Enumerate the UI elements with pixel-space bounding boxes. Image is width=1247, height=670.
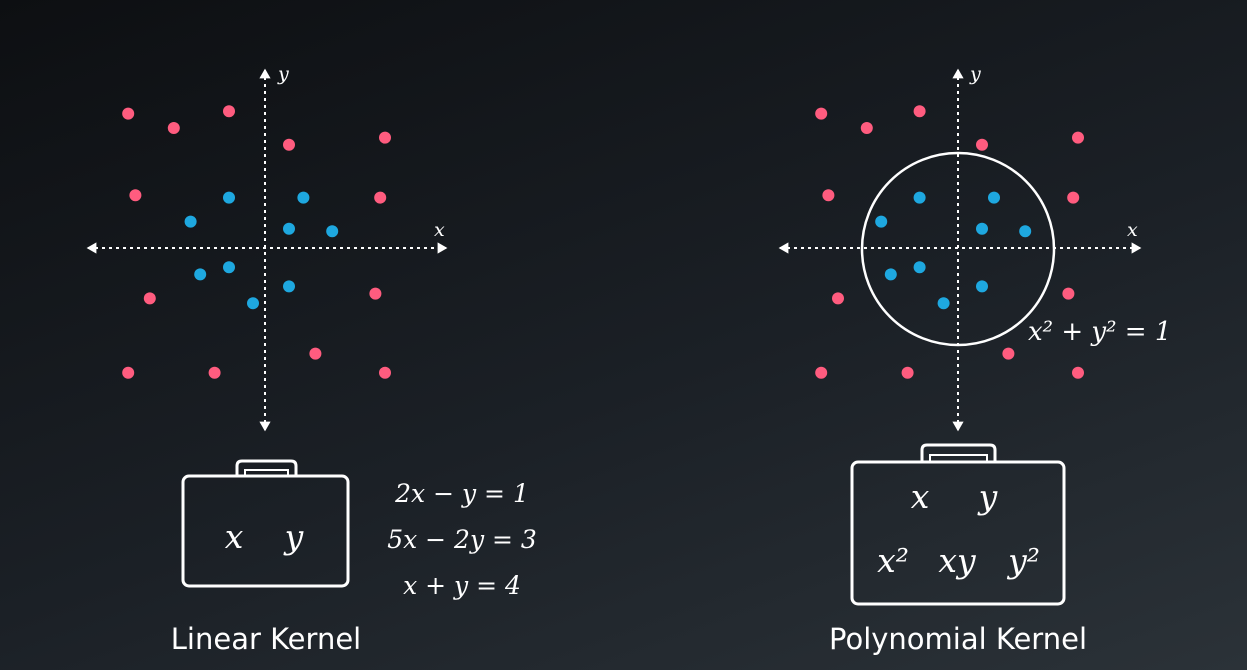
poly-box-var-y: y	[977, 477, 998, 516]
poly-inner-point-1	[913, 191, 926, 204]
linear-outer-point-11	[122, 366, 135, 379]
linear-points	[122, 105, 391, 379]
linear-y-label: y	[277, 63, 289, 85]
linear-outer-point-9	[369, 287, 382, 300]
linear-inner-point-1	[223, 191, 235, 204]
poly-outer-point-3	[913, 105, 926, 118]
linear-equation-3: x + y = 4	[403, 571, 521, 600]
poly-box-var-y-squared: y²	[1006, 541, 1040, 580]
linear-outer-point-10	[309, 347, 322, 360]
linear-inner-point-2	[297, 191, 310, 204]
linear-inner-point-4	[283, 222, 295, 235]
linear-inner-point-8	[283, 280, 295, 293]
linear-outer-point-8	[143, 292, 156, 305]
poly-inner-point-9	[937, 297, 950, 310]
poly-outer-point-1	[815, 107, 828, 120]
poly-outer-point-8	[832, 292, 844, 305]
linear-inner-point-9	[247, 297, 259, 310]
linear-box-var-x: x	[225, 517, 244, 556]
poly-outer-point-11	[815, 366, 828, 379]
poly-box-var-x-squared: x²	[877, 541, 909, 580]
linear-equation-1: 2x − y = 1	[394, 479, 529, 508]
poly-inner-point-5	[1019, 225, 1032, 238]
linear-equation-2: 5x − 2y = 3	[387, 525, 537, 554]
linear-outer-point-1	[122, 107, 135, 120]
linear-outer-point-6	[129, 189, 142, 202]
circle-equation-label: x² + y² = 1	[1028, 317, 1171, 347]
decision-circle	[860, 151, 1056, 347]
linear-outer-point-13	[379, 366, 391, 379]
linear-box-var-y: y	[283, 517, 304, 556]
poly-box-var-xy: xy	[938, 541, 976, 580]
linear-outer-point-7	[374, 191, 387, 204]
poly-outer-point-6	[822, 189, 835, 202]
linear-inner-point-6	[194, 268, 207, 281]
poly-outer-point-5	[1072, 131, 1084, 144]
poly-box-var-x: x	[911, 477, 930, 516]
polynomial-points	[815, 105, 1084, 379]
linear-outer-point-12	[208, 366, 221, 379]
linear-panel: x y x y 2x − y = 1 5x − 2y = 3 x + y = 4…	[86, 63, 537, 656]
poly-inner-point-6	[884, 268, 897, 281]
poly-inner-point-4	[976, 222, 988, 235]
linear-kernel-caption: Linear Kernel	[171, 622, 361, 656]
poly-inner-point-2	[988, 191, 1000, 204]
polynomial-briefcase: x y x² xy y²	[850, 443, 1066, 606]
poly-inner-point-7	[913, 261, 926, 274]
poly-outer-point-2	[860, 122, 873, 134]
poly-outer-point-13	[1072, 366, 1084, 379]
linear-outer-point-4	[283, 138, 295, 151]
poly-outer-point-4	[976, 138, 988, 151]
linear-equations: 2x − y = 1 5x − 2y = 3 x + y = 4	[387, 479, 537, 600]
linear-inner-point-7	[223, 261, 235, 274]
poly-outer-point-12	[901, 366, 914, 379]
polynomial-kernel-caption: Polynomial Kernel	[829, 622, 1087, 656]
linear-outer-point-3	[223, 105, 235, 118]
poly-y-label: y	[969, 63, 981, 85]
poly-x-label: x	[1127, 219, 1138, 241]
poly-inner-point-3	[875, 215, 888, 228]
linear-outer-point-2	[167, 122, 180, 134]
polynomial-panel: x y x² + y² = 1 x y x² xy y² Polynomial …	[778, 63, 1171, 656]
poly-inner-point-8	[976, 280, 988, 293]
linear-outer-point-5	[379, 131, 391, 144]
linear-inner-point-3	[184, 215, 197, 228]
linear-briefcase: x y	[181, 459, 350, 588]
linear-x-label: x	[434, 219, 445, 241]
poly-outer-point-10	[1002, 347, 1015, 360]
linear-inner-point-5	[326, 225, 339, 238]
poly-outer-point-9	[1062, 287, 1075, 300]
poly-outer-point-7	[1067, 191, 1080, 204]
